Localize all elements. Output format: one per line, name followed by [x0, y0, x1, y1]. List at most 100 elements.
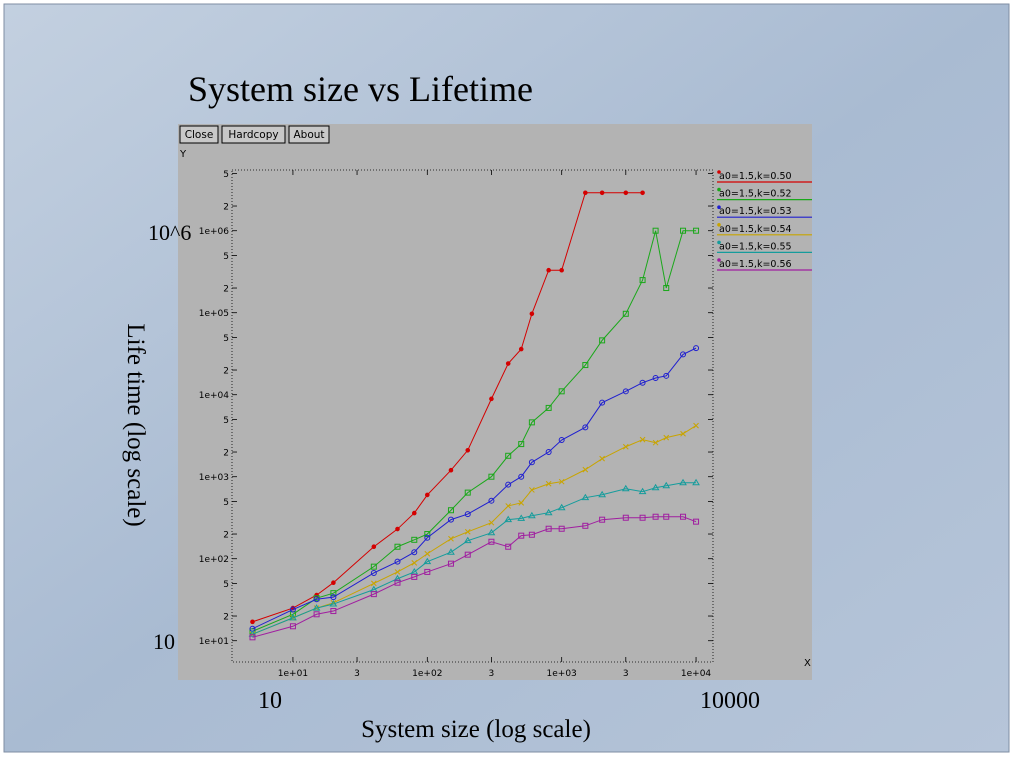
- marker: [518, 499, 525, 506]
- y-tick-label: 1e+05: [199, 309, 229, 319]
- y-tick-label: 5: [223, 170, 229, 180]
- marker: [639, 436, 646, 443]
- marker: [370, 580, 377, 587]
- series-line: [252, 482, 697, 635]
- legend-swatch: [717, 170, 721, 174]
- marker: [518, 346, 524, 352]
- marker: [680, 227, 687, 234]
- button-bar: Close Hardcopy About: [179, 125, 330, 144]
- marker: [528, 419, 535, 426]
- marker: [464, 511, 471, 518]
- plot-frame: [231, 169, 714, 663]
- marker: [652, 227, 659, 234]
- marker: [599, 516, 606, 523]
- marker: [425, 492, 430, 498]
- marker: [505, 452, 512, 459]
- marker: [545, 525, 552, 532]
- marker: [598, 490, 607, 498]
- marker: [623, 190, 629, 196]
- button[interactable]: [221, 125, 286, 144]
- marker: [313, 596, 320, 603]
- marker: [411, 560, 418, 566]
- legend-label: a0=1.5,k=0.52: [719, 189, 792, 200]
- x-tick-label: 3: [623, 669, 629, 679]
- y-tick-label: 2: [223, 285, 229, 295]
- y-tick-label: 5: [223, 416, 229, 426]
- marker: [680, 351, 687, 358]
- marker: [528, 531, 535, 538]
- legend-label: a0=1.5,k=0.55: [719, 241, 792, 252]
- marker: [652, 374, 659, 381]
- y-tick-label: 1e+02: [199, 555, 229, 565]
- y-tick-label: 5: [223, 252, 229, 262]
- annotation: 10000: [700, 688, 760, 714]
- marker: [505, 543, 512, 550]
- x-tick-label: 3: [354, 669, 360, 679]
- marker: [693, 227, 700, 234]
- marker: [248, 630, 257, 637]
- marker: [652, 439, 659, 446]
- marker: [289, 623, 296, 630]
- marker: [411, 510, 417, 516]
- marker: [394, 558, 401, 565]
- y-tick-label: 1e+06: [199, 227, 230, 237]
- marker: [663, 513, 670, 520]
- marker: [639, 379, 646, 386]
- marker: [692, 478, 700, 486]
- marker: [505, 481, 512, 488]
- marker: [249, 634, 256, 641]
- marker: [505, 503, 512, 509]
- button-label: Hardcopy: [228, 129, 278, 141]
- marker: [638, 487, 647, 495]
- marker: [545, 404, 552, 411]
- marker: [622, 443, 629, 450]
- marker: [528, 459, 535, 466]
- marker: [582, 362, 589, 369]
- legend-label: a0=1.5,k=0.53: [719, 206, 792, 217]
- marker: [622, 514, 629, 521]
- marker: [464, 551, 471, 558]
- marker: [518, 441, 525, 448]
- marker: [557, 503, 566, 511]
- marker: [505, 361, 511, 366]
- legend-swatch: [717, 223, 721, 227]
- marker: [411, 549, 418, 556]
- y-tick-label: 2: [223, 203, 229, 213]
- marker: [582, 424, 589, 431]
- x-axis-label: System size (log scale): [361, 716, 591, 743]
- marker: [465, 447, 471, 453]
- marker: [680, 513, 687, 520]
- marker: [518, 473, 525, 480]
- marker: [424, 531, 431, 538]
- y-axis-label: Life time (log scale): [122, 323, 149, 526]
- marker: [651, 483, 660, 491]
- x-tick-label: 1e+03: [547, 669, 577, 679]
- marker: [529, 311, 535, 317]
- marker: [464, 528, 471, 535]
- series-line: [252, 230, 697, 632]
- marker: [582, 466, 589, 473]
- marker: [583, 190, 588, 196]
- marker: [463, 536, 472, 544]
- marker: [504, 515, 513, 523]
- marker: [393, 574, 402, 582]
- marker: [313, 611, 320, 618]
- y-tick-label: 1e+03: [199, 473, 229, 483]
- y-tick-label: 2: [223, 613, 229, 623]
- x-tick-label: 3: [489, 669, 495, 679]
- button[interactable]: [288, 125, 330, 144]
- marker: [488, 519, 495, 526]
- annotation: 10: [153, 629, 175, 654]
- marker: [558, 525, 565, 532]
- y-axis-name: Y: [179, 149, 187, 160]
- legend-swatch: [717, 187, 721, 192]
- legend-label: a0=1.5,k=0.54: [719, 224, 792, 235]
- marker: [487, 528, 496, 536]
- marker: [331, 580, 336, 585]
- marker: [330, 608, 337, 615]
- marker: [370, 591, 377, 598]
- marker: [517, 514, 526, 521]
- button[interactable]: [179, 125, 219, 144]
